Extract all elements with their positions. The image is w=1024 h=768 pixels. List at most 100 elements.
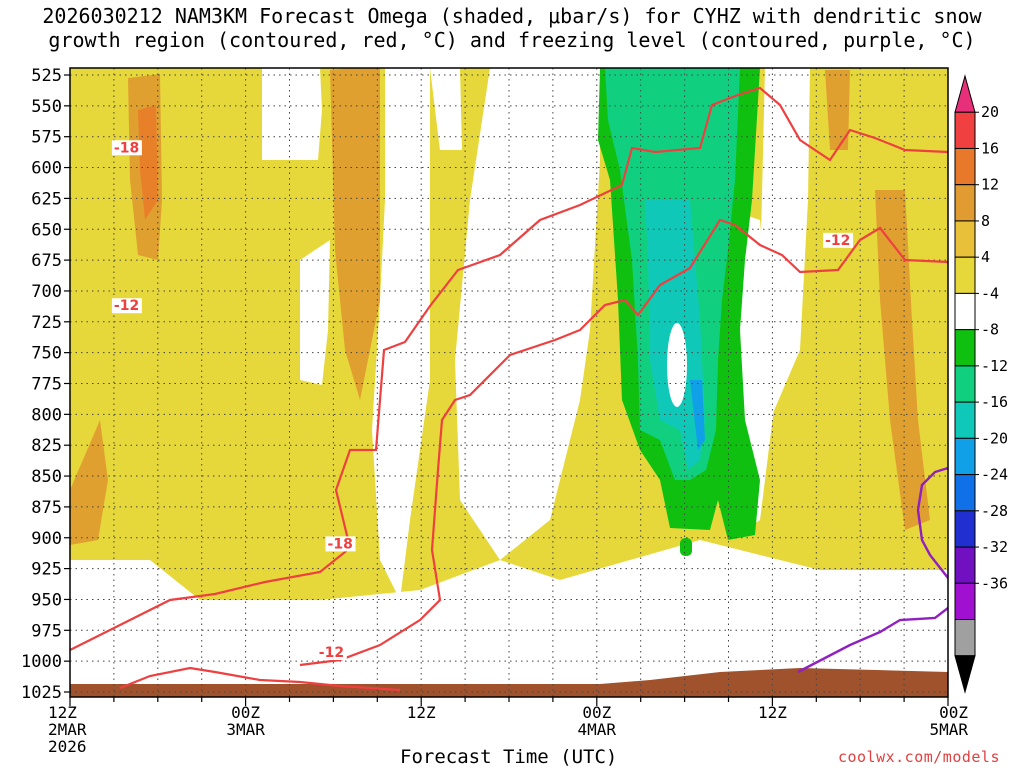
colorbar-cell [954,474,976,512]
contour-purple-freezing-1 [916,466,948,579]
contour-label: -18 [114,140,139,156]
shade-strong-ascent-1 [138,105,158,220]
x-tick-label: 12Z [758,703,787,722]
x-tick-label: 3MAR [226,720,265,739]
colorbar-label: -16 [981,393,1008,411]
colorbar-cell [954,147,976,186]
shade-neutral-3 [300,240,330,385]
contour-label: -18 [328,536,353,552]
y-tick-label: 825 [31,436,62,456]
contour-label: -12 [114,298,139,314]
chart-title-line-1: 2026030212 NAM3KM Forecast Omega (shaded… [42,4,982,28]
colorbar-label: 20 [981,103,999,121]
colorbar-label: -4 [981,284,999,302]
y-tick-label: 675 [31,251,62,271]
y-tick-label: 525 [31,66,62,86]
shade-neutral-8 [430,68,462,150]
contour-red-lower [119,666,401,692]
colorbar-cell [954,619,976,657]
y-tick-label: 950 [31,590,62,610]
colorbar-cell [954,365,976,403]
y-tick-label: 800 [31,405,62,425]
contour-label-bg [823,232,854,248]
y-tick-label: 700 [31,282,62,302]
contour-label-bg [316,644,347,660]
y-tick-label: 575 [31,128,62,148]
chart-title-line-2: growth region (contoured, red, °C) and f… [48,28,976,52]
colorbar-cell [954,401,976,439]
y-tick-label: 875 [31,498,62,518]
x-tick-label: 12Z [407,703,436,722]
y-tick-label: 1000 [21,652,62,672]
colorbar-label: -24 [981,466,1008,484]
x-tick-label: 2MAR [48,720,87,739]
y-tick-label: 600 [31,159,62,179]
y-tick-label: 725 [31,313,62,333]
shade-neutral-4 [372,68,430,600]
colorbar-label: -36 [981,574,1008,592]
y-tick-label: 775 [31,375,62,395]
colorbar-cell [954,329,976,367]
colorbar-cell [954,437,976,476]
y-tick-label: 850 [31,467,62,487]
shade-moderate-ascent-5 [825,70,850,150]
y-tick-label: 975 [31,621,62,641]
x-tick-label: 2026 [48,737,87,756]
shade-neutral-5 [455,68,600,560]
colorbar-label: -32 [981,538,1008,556]
colorbar-cell [954,582,976,621]
y-tick-label: 750 [31,344,62,364]
contour-red-18 [70,86,948,651]
x-tick-label: 00Z [939,703,968,722]
y-tick-label: 1025 [21,683,62,703]
y-axis: 525 550 575 600 625 650 675 700 725 750 775 800 825 8… [21,66,70,703]
x-tick-label: 00Z [582,703,611,722]
contour-label: -12 [825,233,850,249]
colorbar-bottom-arrow [954,655,976,694]
y-tick-label: 625 [31,189,62,209]
x-tick-label: 12Z [48,703,77,722]
shade-descent-20 [690,380,705,450]
shade-neutral-hole [667,323,687,407]
credit-text: coolwx.com/models [837,748,1000,766]
colorbar-top-arrow [954,74,976,113]
colorbar-label: -28 [981,502,1008,520]
x-tick-label: 00Z [231,703,260,722]
y-tick-label: 550 [31,97,62,117]
y-tick-label: 650 [31,220,62,240]
shade-descent-cell [680,538,692,556]
colorbar-label: 12 [981,176,999,194]
contour-label-bg [111,140,142,156]
contour-red-12 [299,218,948,667]
shade-moderate-ascent-2 [70,420,108,545]
colorbar: 20 16 12 8 4 -4 -8 -12 -16 -20 -24 -28 -32 -36 [954,74,1008,694]
contour-labels: -18 -12 -18 -12 -12 [111,140,854,661]
shade-moderate-ascent-4 [875,190,930,530]
colorbar-cell [954,292,976,331]
colorbar-label: -12 [981,357,1008,375]
colorbar-cell [954,111,976,149]
grid [70,68,948,697]
colorbar-cell [954,546,976,584]
contour-purple-freezing-2 [797,607,948,674]
contours [70,86,948,692]
contour-label-bg [111,298,142,314]
x-axis-title: Forecast Time (UTC) [400,746,618,768]
colorbar-label: -20 [981,429,1008,447]
x-tick-label: 5MAR [929,720,968,739]
y-tick-label: 925 [31,560,62,580]
colorbar-cell [954,510,976,548]
y-tick-label: 900 [31,529,62,549]
colorbar-cell [954,220,976,258]
colorbar-label: 16 [981,139,999,157]
x-tick-label: 4MAR [578,720,617,739]
colorbar-cell [954,184,976,222]
shade-moderate-ascent-3 [330,68,380,400]
shade-neutral-2 [262,68,322,160]
colorbar-label: 4 [981,248,990,266]
contour-label-bg [325,536,356,552]
colorbar-label: 8 [981,212,990,230]
contour-label: -12 [319,645,344,661]
colorbar-label: -8 [981,321,999,339]
